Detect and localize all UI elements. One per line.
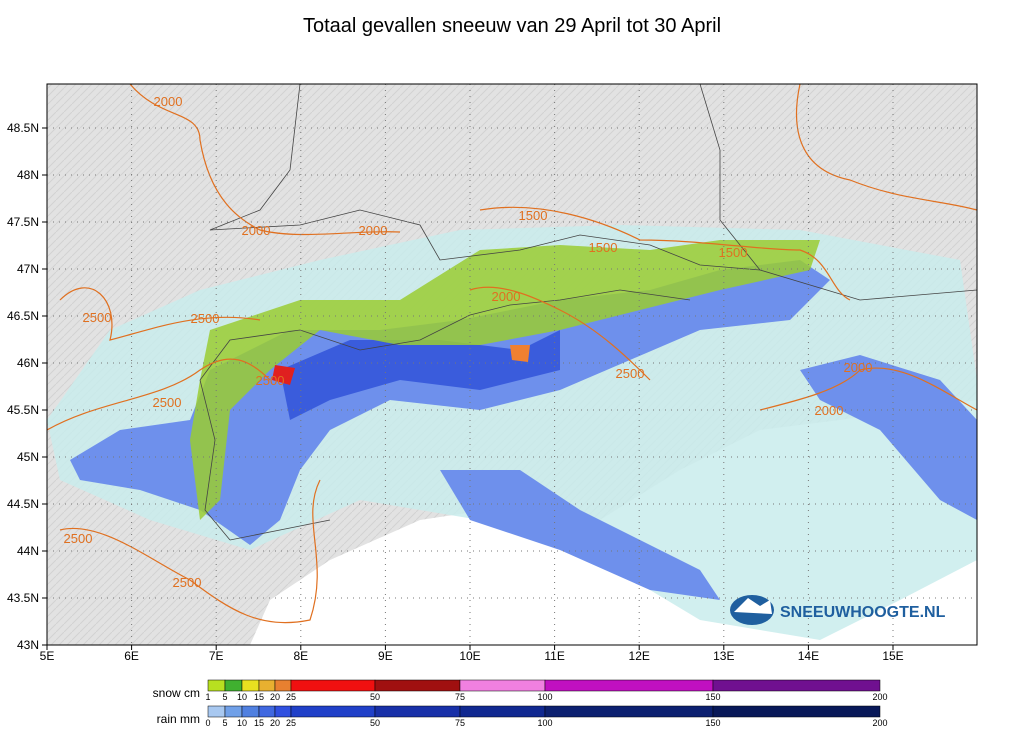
contour-label: 2500 xyxy=(83,310,112,325)
snow-legend-swatch xyxy=(544,679,714,692)
rain-legend-tick: 0 xyxy=(205,718,210,728)
latitude-label: 43.5N xyxy=(7,591,39,605)
snow-legend-tick: 20 xyxy=(270,692,280,702)
longitude-label: 12E xyxy=(629,649,650,663)
title: Totaal gevallen sneeuw van 29 April tot … xyxy=(303,15,721,37)
latitude-label: 48.5N xyxy=(7,121,39,135)
rain-legend-tick: 150 xyxy=(705,718,720,728)
snow-legend-tick: 25 xyxy=(286,692,296,702)
rain-legend-tick: 25 xyxy=(286,718,296,728)
snow-legend-tick: 15 xyxy=(254,692,264,702)
contour-label: 2500 xyxy=(153,395,182,410)
snow-legend-swatch xyxy=(241,679,260,692)
contour-label: 2000 xyxy=(815,403,844,418)
logo-text: SNEEUWHOOGTE.NL xyxy=(780,604,946,621)
rain-legend-swatch xyxy=(459,705,546,718)
snow-high xyxy=(510,345,530,362)
rain-legend-swatch xyxy=(224,705,243,718)
longitude-label: 7E xyxy=(209,649,224,663)
rain-legend-tick: 200 xyxy=(872,718,887,728)
snow-legend-swatch xyxy=(207,679,226,692)
contour-label: 2000 xyxy=(359,223,388,238)
latitude-label: 47.5N xyxy=(7,215,39,229)
snow-legend-tick: 75 xyxy=(455,692,465,702)
rain-legend-tick: 50 xyxy=(370,718,380,728)
contour-label: 2500 xyxy=(616,366,645,381)
logo: SNEEUWHOOGTE.NL xyxy=(730,595,946,625)
longitude-label: 9E xyxy=(378,649,393,663)
snow-legend-swatch xyxy=(290,679,376,692)
longitude-label: 11E xyxy=(544,649,564,663)
snow-max xyxy=(272,365,295,385)
snow-legend-tick: 150 xyxy=(705,692,720,702)
rain-legend-swatch xyxy=(258,705,276,718)
longitude-label: 8E xyxy=(293,649,308,663)
rain-legend-tick: 5 xyxy=(222,718,227,728)
map-frame xyxy=(46,83,978,646)
map: 2000 2000 2000 1500 1500 1500 2000 2500 2500 2500… xyxy=(47,84,977,645)
contour-label: 1500 xyxy=(519,208,548,223)
snow-area xyxy=(190,240,820,520)
latitude-label: 46.5N xyxy=(7,309,39,323)
rain-legend-swatch xyxy=(241,705,260,718)
longitude-label: 13E xyxy=(713,649,734,663)
contour-label: 2500 xyxy=(173,575,202,590)
rain-heavy-area-east xyxy=(800,355,977,520)
rain-legend-label: rain mm xyxy=(157,712,200,726)
latitude-label: 45N xyxy=(17,450,39,464)
rain-legend-swatch xyxy=(290,705,376,718)
rain-legend-swatch xyxy=(274,705,292,718)
latitude-label: 48N xyxy=(17,168,39,182)
latitude-label: 44N xyxy=(17,544,39,558)
snow-legend-swatch xyxy=(224,679,243,692)
rain-core xyxy=(280,330,560,420)
longitude-label: 14E xyxy=(798,649,819,663)
snow-legend-tick: 50 xyxy=(370,692,380,702)
rain-legend-tick: 100 xyxy=(537,718,552,728)
latitude-label: 47N xyxy=(17,262,39,276)
snow-legend-tick: 5 xyxy=(222,692,227,702)
latitude-label: 46N xyxy=(17,356,39,370)
rain-legend-tick: 75 xyxy=(455,718,465,728)
contour-lines xyxy=(47,84,977,624)
snow-legend-swatch xyxy=(374,679,461,692)
rain-legend-swatch xyxy=(712,705,881,718)
rain-legend-tick: 15 xyxy=(254,718,264,728)
longitude-label: 6E xyxy=(124,649,139,663)
longitude-label: 10E xyxy=(459,649,480,663)
rain-legend-tick: 20 xyxy=(270,718,280,728)
contour-label: 2500 xyxy=(256,373,285,388)
snow-legend-tick: 1 xyxy=(205,692,210,702)
contour-label: 1500 xyxy=(589,240,618,255)
rain-band-south xyxy=(440,470,720,600)
contour-label: 2500 xyxy=(64,531,93,546)
snow-legend-swatch xyxy=(258,679,276,692)
contour-label: 2000 xyxy=(154,94,183,109)
contour-label: 2500 xyxy=(191,311,220,326)
rain-legend-swatch xyxy=(374,705,461,718)
snow-legend-tick: 10 xyxy=(237,692,247,702)
contour-label: 1500 xyxy=(719,245,748,260)
contour-label: 2000 xyxy=(844,360,873,375)
rain-legend-swatch xyxy=(544,705,714,718)
rain-legend-tick: 10 xyxy=(237,718,247,728)
rain-legend-swatch xyxy=(207,705,226,718)
contour-label: 2000 xyxy=(492,289,521,304)
latitude-label: 44.5N xyxy=(7,497,39,511)
latitude-label: 43N xyxy=(17,638,39,652)
snow-legend-tick: 100 xyxy=(537,692,552,702)
snow-legend-swatch xyxy=(459,679,546,692)
latitude-label: 45.5N xyxy=(7,403,39,417)
longitude-label: 5E xyxy=(40,649,55,663)
snow-legend-swatch xyxy=(274,679,292,692)
rain-heavy-area xyxy=(70,260,830,545)
snow-legend-tick: 200 xyxy=(872,692,887,702)
longitude-label: 15E xyxy=(882,649,903,663)
contour-label: 2000 xyxy=(242,223,271,238)
snow-legend-label: snow cm xyxy=(153,686,200,700)
graticule xyxy=(47,84,977,645)
snow-legend-swatch xyxy=(712,679,881,692)
